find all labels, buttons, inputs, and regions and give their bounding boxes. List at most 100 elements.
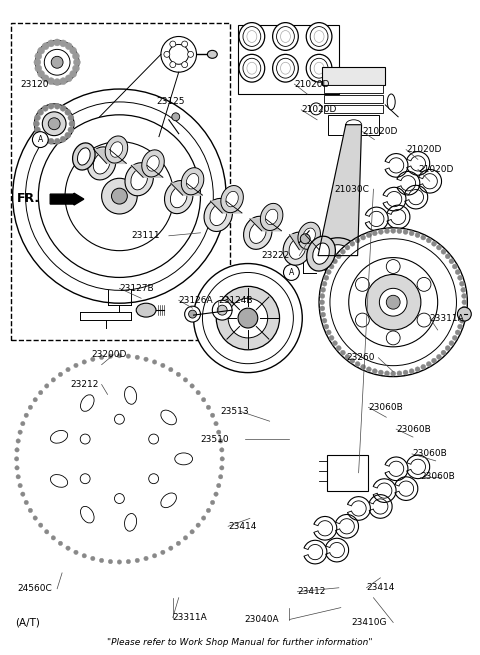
Circle shape — [196, 390, 200, 395]
Text: 23200D: 23200D — [92, 350, 127, 359]
Ellipse shape — [221, 185, 243, 213]
Text: A: A — [289, 268, 294, 277]
Circle shape — [42, 136, 48, 142]
Circle shape — [212, 300, 232, 320]
Circle shape — [345, 245, 350, 250]
Circle shape — [48, 78, 55, 84]
Bar — [322, 67, 385, 85]
Text: 23060B: 23060B — [420, 472, 455, 481]
Text: 21020D: 21020D — [294, 79, 330, 88]
Circle shape — [82, 553, 86, 558]
Circle shape — [18, 430, 22, 434]
Circle shape — [35, 65, 42, 72]
Ellipse shape — [243, 27, 261, 47]
Circle shape — [74, 364, 78, 367]
Circle shape — [372, 369, 377, 373]
Circle shape — [220, 448, 224, 452]
Circle shape — [48, 40, 55, 47]
Circle shape — [445, 254, 450, 259]
Circle shape — [108, 559, 113, 564]
Circle shape — [462, 293, 467, 299]
Circle shape — [91, 556, 95, 561]
Circle shape — [436, 354, 442, 360]
Circle shape — [449, 259, 454, 264]
Circle shape — [386, 259, 400, 273]
Circle shape — [161, 364, 165, 367]
Circle shape — [65, 141, 174, 251]
Circle shape — [35, 127, 40, 133]
Circle shape — [15, 448, 19, 452]
Circle shape — [54, 39, 60, 46]
Circle shape — [326, 330, 331, 335]
Circle shape — [338, 286, 348, 295]
Circle shape — [185, 306, 201, 322]
Text: 23222: 23222 — [262, 251, 290, 260]
Circle shape — [33, 132, 48, 147]
Circle shape — [384, 371, 389, 376]
Ellipse shape — [325, 245, 351, 267]
Circle shape — [320, 300, 324, 305]
Ellipse shape — [50, 475, 68, 487]
Text: 23414: 23414 — [367, 583, 395, 592]
Circle shape — [403, 229, 408, 234]
Text: 21020D: 21020D — [406, 145, 442, 154]
Circle shape — [372, 231, 377, 236]
Bar — [324, 105, 384, 113]
Circle shape — [457, 275, 463, 280]
Circle shape — [35, 52, 42, 60]
Circle shape — [333, 259, 337, 264]
Circle shape — [48, 103, 54, 109]
Circle shape — [432, 241, 436, 246]
Circle shape — [169, 45, 189, 64]
Circle shape — [14, 457, 19, 461]
Circle shape — [350, 241, 355, 246]
Circle shape — [324, 275, 329, 280]
Circle shape — [214, 421, 218, 426]
Circle shape — [16, 475, 20, 479]
Ellipse shape — [207, 50, 217, 58]
Circle shape — [149, 474, 158, 483]
Circle shape — [25, 102, 213, 290]
Ellipse shape — [110, 141, 123, 157]
Polygon shape — [289, 234, 319, 250]
Text: 23212: 23212 — [70, 380, 98, 389]
Circle shape — [16, 439, 20, 443]
Circle shape — [65, 75, 72, 82]
Ellipse shape — [273, 23, 298, 50]
Bar — [328, 115, 379, 135]
Circle shape — [60, 78, 67, 84]
Circle shape — [459, 281, 465, 286]
Circle shape — [384, 229, 389, 234]
Ellipse shape — [161, 410, 177, 425]
Circle shape — [135, 558, 139, 563]
Circle shape — [403, 370, 408, 375]
Ellipse shape — [307, 236, 336, 271]
Circle shape — [70, 71, 77, 77]
Circle shape — [24, 500, 28, 504]
Ellipse shape — [243, 216, 272, 250]
Circle shape — [415, 367, 420, 372]
Ellipse shape — [247, 62, 257, 74]
Circle shape — [38, 523, 43, 527]
Circle shape — [42, 75, 49, 82]
Circle shape — [210, 500, 215, 504]
Circle shape — [48, 138, 54, 144]
Text: 21020D: 21020D — [301, 105, 336, 115]
Circle shape — [51, 378, 56, 382]
Circle shape — [378, 229, 384, 234]
Circle shape — [183, 536, 188, 540]
Circle shape — [38, 115, 201, 278]
Circle shape — [24, 413, 28, 417]
Circle shape — [336, 254, 341, 259]
Circle shape — [60, 136, 66, 142]
Ellipse shape — [313, 243, 329, 264]
Circle shape — [202, 516, 206, 520]
Text: 21020D: 21020D — [418, 165, 453, 174]
Circle shape — [220, 457, 224, 461]
Circle shape — [409, 369, 414, 373]
Circle shape — [35, 104, 74, 143]
Ellipse shape — [243, 58, 261, 78]
Ellipse shape — [273, 54, 298, 82]
Circle shape — [176, 372, 180, 377]
Circle shape — [42, 112, 66, 136]
